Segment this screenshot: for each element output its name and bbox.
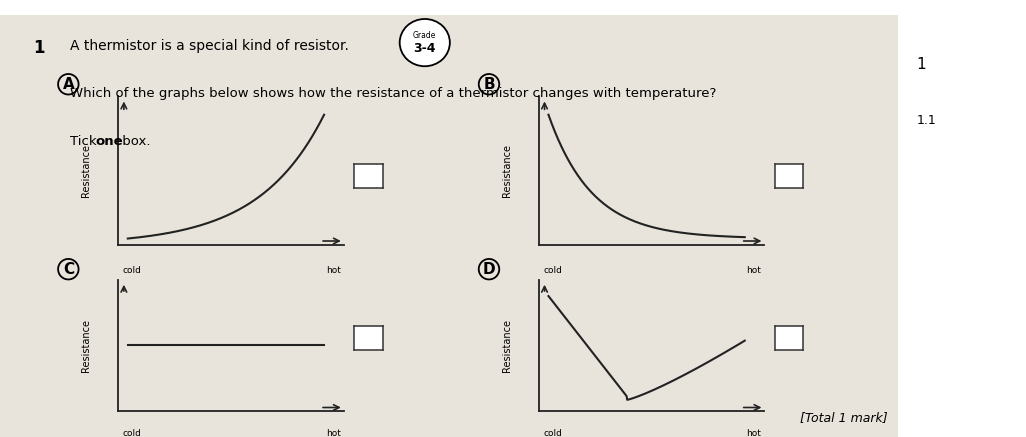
Text: 1: 1 [916, 57, 925, 72]
Text: 1: 1 [33, 39, 44, 57]
Circle shape [400, 19, 449, 66]
Text: Resistance: Resistance [502, 144, 512, 197]
Text: Which of the graphs below shows how the resistance of a thermistor changes with : Which of the graphs below shows how the … [70, 87, 716, 101]
Text: Resistance: Resistance [81, 319, 91, 372]
Text: [Total 1 mark]: [Total 1 mark] [800, 411, 887, 424]
Text: Tick: Tick [70, 135, 101, 149]
Text: 1.1: 1.1 [916, 114, 936, 127]
Text: box.: box. [118, 135, 151, 149]
Text: cold: cold [543, 266, 562, 274]
Text: cold: cold [543, 429, 562, 437]
Text: one: one [95, 135, 123, 149]
Text: B: B [483, 77, 495, 92]
Text: Grade: Grade [413, 31, 436, 40]
Text: Resistance: Resistance [81, 144, 91, 197]
Text: Temperature: Temperature [189, 283, 250, 293]
Text: Resistance: Resistance [502, 319, 512, 372]
Text: hot: hot [325, 266, 341, 274]
Text: 3-4: 3-4 [413, 42, 436, 55]
Text: cold: cold [122, 429, 142, 437]
Text: D: D [482, 262, 496, 277]
Text: hot: hot [746, 266, 761, 274]
Text: cold: cold [122, 266, 142, 274]
Text: A thermistor is a special kind of resistor.: A thermistor is a special kind of resist… [70, 39, 349, 53]
Text: hot: hot [325, 429, 341, 437]
Text: C: C [63, 262, 74, 277]
Text: Temperature: Temperature [609, 283, 671, 293]
Text: A: A [63, 77, 74, 92]
Text: hot: hot [746, 429, 761, 437]
